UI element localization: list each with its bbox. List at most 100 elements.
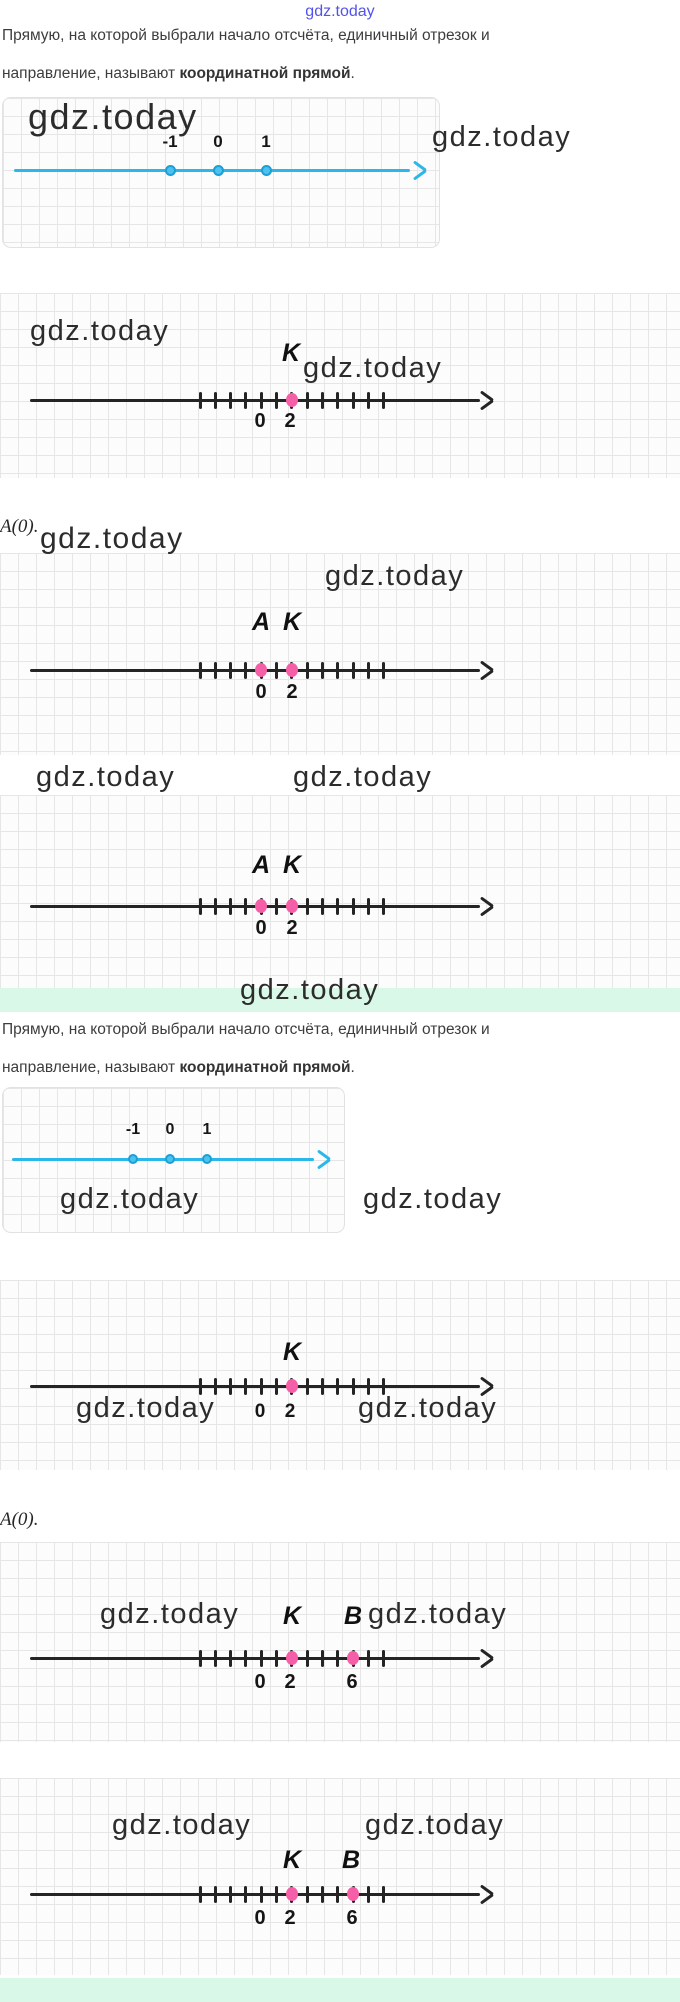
watermark-text: gdz.today [432, 121, 572, 153]
axis-number-label: 2 [286, 681, 298, 703]
point-label: A [251, 851, 271, 879]
point-dot [286, 663, 298, 677]
tick-mark [336, 1377, 340, 1395]
tick-mark [305, 1885, 309, 1903]
axis-number-label: 2 [284, 1401, 296, 1422]
axis-number-label: 0 [255, 681, 267, 703]
watermark-text: gdz.today [303, 352, 443, 384]
point-dot [286, 1887, 298, 1901]
point-dot [286, 1379, 298, 1393]
tick-mark [382, 897, 386, 915]
axis-number-label: -1 [162, 132, 178, 151]
paragraph-bold-term: координатной прямой [179, 1059, 351, 1076]
tick-mark [336, 661, 340, 679]
watermark-text: gdz.today [40, 522, 184, 555]
point-label: K [282, 1338, 302, 1366]
tick-mark [321, 1377, 325, 1395]
axis-number-label: 6 [346, 1907, 358, 1929]
tick-mark [351, 1377, 355, 1395]
number-line [30, 398, 480, 402]
tick-mark [198, 1649, 202, 1667]
watermark-text: gdz.today [30, 315, 170, 347]
watermark-text: gdz.today [60, 1183, 200, 1215]
tick-mark [275, 1377, 279, 1395]
intro-paragraph-line2: направление, называют координатной прямо… [2, 1059, 355, 1077]
highlight-bar [0, 988, 680, 1012]
tick-mark [321, 661, 325, 679]
point-dot [286, 393, 298, 407]
axis-number-label: -1 [125, 1121, 141, 1138]
tick-mark [367, 661, 371, 679]
answer-label: А(0). [0, 516, 39, 537]
tick-mark [198, 661, 202, 679]
tick-mark [305, 897, 309, 915]
intro-paragraph-line1: Прямую, на которой выбрали начало отсчёт… [2, 27, 490, 44]
point-dot [255, 899, 267, 913]
number-line [30, 1384, 480, 1388]
tick-mark [213, 1885, 217, 1903]
point-label: A [251, 608, 271, 636]
point-dot [164, 164, 176, 176]
tick-mark [229, 1649, 233, 1667]
answer-label: А(0). [0, 1509, 39, 1530]
tick-mark [244, 1377, 248, 1395]
tick-mark [321, 1649, 325, 1667]
tick-mark [198, 897, 202, 915]
tick-mark [275, 897, 279, 915]
highlight-bar [0, 1978, 680, 2002]
tick-mark [305, 1649, 309, 1667]
tick-mark [367, 1649, 371, 1667]
tick-mark [198, 1377, 202, 1395]
watermark-text: gdz.today [325, 560, 465, 592]
axis-number-label: 2 [284, 1671, 296, 1693]
tick-mark [198, 391, 202, 409]
axis-number-label: 1 [202, 1121, 212, 1138]
site-header-link[interactable]: gdz.today [305, 3, 375, 20]
point-label: K [282, 851, 302, 879]
watermark-text: gdz.today [100, 1598, 240, 1630]
number-line [12, 1157, 314, 1161]
tick-mark [367, 391, 371, 409]
watermark-text: gdz.today [358, 1392, 498, 1424]
tick-mark [213, 1649, 217, 1667]
tick-mark [336, 1649, 340, 1667]
tick-mark [259, 1377, 263, 1395]
watermark-text: gdz.today [28, 96, 198, 137]
tick-mark [259, 1649, 263, 1667]
tick-mark [321, 391, 325, 409]
tick-mark [275, 1649, 279, 1667]
tick-mark [244, 897, 248, 915]
axis-number-label: 6 [346, 1671, 358, 1693]
point-dot [165, 1154, 175, 1164]
tick-mark [351, 391, 355, 409]
tick-mark [336, 391, 340, 409]
tick-mark [305, 661, 309, 679]
axis-number-label: 0 [213, 132, 223, 151]
axis-number-label: 2 [284, 410, 296, 432]
number-line [30, 1656, 480, 1660]
paragraph-text: направление, называют [2, 65, 180, 82]
tick-mark [213, 661, 217, 679]
tick-mark [244, 391, 248, 409]
tick-mark [229, 391, 233, 409]
tick-mark [213, 1377, 217, 1395]
tick-mark [259, 1885, 263, 1903]
number-line [14, 168, 410, 172]
tick-mark [382, 1377, 386, 1395]
tick-mark [198, 1885, 202, 1903]
tick-mark [229, 1885, 233, 1903]
point-label: K [282, 1602, 302, 1630]
watermark-text: gdz.today [368, 1598, 508, 1630]
axis-number-label: 0 [165, 1121, 175, 1138]
grid-panel [0, 1280, 680, 1470]
tick-mark [275, 391, 279, 409]
tick-mark [367, 897, 371, 915]
tick-mark [305, 1377, 309, 1395]
intro-paragraph-line1: Прямую, на которой выбрали начало отсчёт… [2, 1021, 490, 1038]
point-dot [128, 1154, 138, 1164]
point-dot [202, 1154, 212, 1164]
axis-number-label: 0 [255, 917, 267, 939]
tick-mark [351, 897, 355, 915]
watermark-text: gdz.today [363, 1183, 503, 1215]
paragraph-text: . [350, 65, 355, 82]
